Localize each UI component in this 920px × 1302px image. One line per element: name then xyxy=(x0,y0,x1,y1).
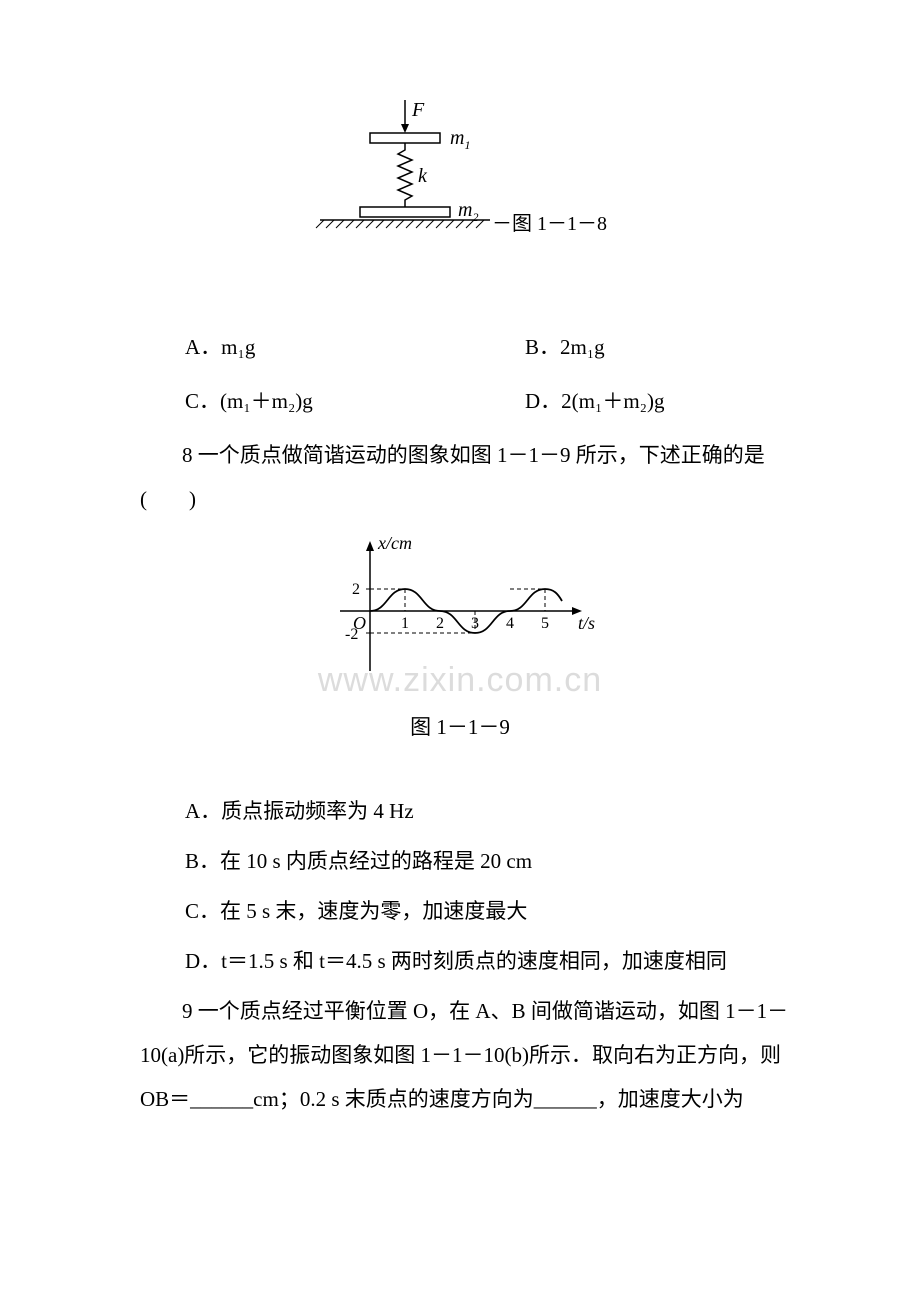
force-label: F xyxy=(411,100,425,121)
ground-hatch xyxy=(316,220,484,228)
q9-stem: 9 一个质点经过平衡位置 O，在 A、B 间做简谐运动，如图 1－1－10(a)… xyxy=(110,989,810,1121)
m1-label: m1 xyxy=(450,127,470,152)
q8-option-b: B．在 10 s 内质点经过的路程是 20 cm xyxy=(110,839,810,883)
q7-option-a: A．m₁g xyxy=(185,325,525,369)
svg-text:1: 1 xyxy=(401,615,409,632)
spring-label: k xyxy=(418,165,428,187)
svg-text:4: 4 xyxy=(506,615,514,632)
q7-options-row-2: C．(m₁＋m₂)g D．2(m₁＋m₂)g xyxy=(110,379,810,423)
q9-text: 9 一个质点经过平衡位置 O，在 A、B 间做简谐运动，如图 1－1－10(a)… xyxy=(140,999,788,1111)
q8-option-a: A．质点振动频率为 4 Hz xyxy=(110,789,810,833)
svg-text:2: 2 xyxy=(436,615,444,632)
q7-option-b: B．2m₁g xyxy=(525,325,605,369)
shm-graph-svg: x/cm t/s O 2 -2 1 2 3 4 5 xyxy=(310,531,610,681)
q7-option-d: D．2(m₁＋m₂)g xyxy=(525,379,664,423)
figure-1-1-8: F m1 k m2 －图 1－ xyxy=(110,100,810,285)
x-axis-label: t/s xyxy=(578,613,595,633)
x-ticks: 1 2 3 4 5 xyxy=(401,615,549,632)
svg-text:5: 5 xyxy=(541,615,549,632)
q8-option-d: D．t＝1.5 s 和 t＝4.5 s 两时刻质点的速度相同，加速度相同 xyxy=(110,939,810,983)
y-tick-2: 2 xyxy=(352,581,360,598)
fig-1-1-9-caption: 图 1－1－9 xyxy=(110,705,810,749)
y-axis-label: x/cm xyxy=(377,533,412,553)
fig-1-1-8-caption: －图 1－1－8 xyxy=(492,213,607,235)
q7-options-row-1: A．m₁g B．2m₁g xyxy=(110,325,810,369)
q8-stem: 8 一个质点做简谐运动的图象如图 1－1－9 所示，下述正确的是( ) xyxy=(110,433,810,521)
q7-option-c: C．(m₁＋m₂)g xyxy=(185,379,525,423)
q8-option-c: C．在 5 s 末，速度为零，加速度最大 xyxy=(110,889,810,933)
y-tick-neg2: -2 xyxy=(345,626,358,643)
spring-diagram-svg: F m1 k m2 －图 1－ xyxy=(300,100,620,270)
figure-1-1-9: x/cm t/s O 2 -2 1 2 3 4 5 图 1－1－ xyxy=(110,531,810,748)
svg-text:3: 3 xyxy=(471,615,479,632)
